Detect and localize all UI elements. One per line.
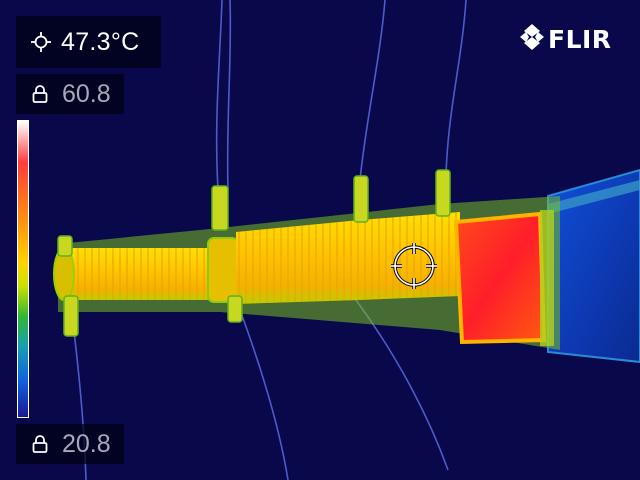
color-scale-bar	[17, 120, 29, 418]
spot-temperature-readout: 47.3°C	[16, 16, 161, 68]
scale-max-value: 60.8	[62, 79, 111, 108]
spot-temperature-value: 47.3°C	[61, 27, 140, 56]
flir-logo-mark-icon	[520, 23, 544, 55]
lock-icon	[32, 435, 48, 453]
flange-joint	[207, 237, 239, 303]
flir-logo-text: FLIR	[548, 24, 612, 54]
crosshair-icon	[31, 32, 51, 52]
scale-min-readout[interactable]: 20.8	[16, 424, 124, 464]
flir-logo: FLIR	[520, 23, 612, 55]
hot-region	[453, 211, 547, 345]
lock-icon	[32, 85, 48, 103]
scale-min-value: 20.8	[62, 429, 111, 458]
scale-max-readout[interactable]: 60.8	[16, 74, 124, 114]
